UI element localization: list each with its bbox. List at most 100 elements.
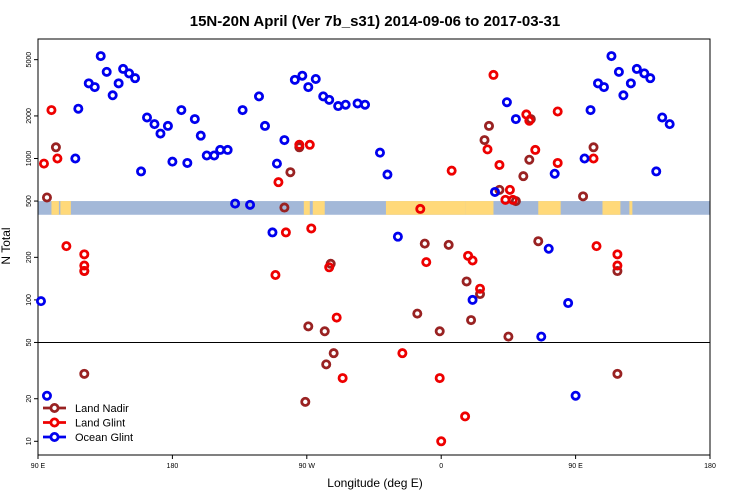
point-ocean-glint	[118, 63, 129, 74]
point-land-nadir	[612, 368, 623, 379]
point-ocean-glint	[101, 66, 112, 77]
band-land-segment	[602, 201, 621, 215]
point-ocean-glint	[182, 157, 193, 168]
y-tick-label: 100	[26, 294, 33, 306]
point-ocean-glint	[333, 101, 344, 112]
point-land-nadir	[319, 326, 330, 337]
x-tick-label: 90 E	[568, 463, 583, 470]
x-tick-label: 180	[167, 463, 179, 470]
legend-label: Ocean Glint	[75, 432, 133, 444]
point-land-nadir	[50, 142, 61, 153]
point-ocean-glint	[340, 99, 351, 110]
point-land-glint	[436, 436, 447, 447]
plot-frame	[37, 38, 711, 456]
point-land-nadir	[41, 192, 52, 203]
point-ocean-glint	[579, 153, 590, 164]
point-land-glint	[397, 348, 408, 359]
point-land-glint	[552, 157, 563, 168]
point-ocean-glint	[382, 169, 393, 180]
point-ocean-glint	[392, 231, 403, 242]
point-land-nadir	[300, 396, 311, 407]
point-land-nadir	[412, 308, 423, 319]
point-ocean-glint	[222, 144, 233, 155]
point-ocean-glint	[176, 105, 187, 116]
x-tick-label: 90 W	[299, 463, 316, 470]
point-ocean-glint	[570, 390, 581, 401]
point-ocean-glint	[124, 68, 135, 79]
point-ocean-glint	[267, 227, 278, 238]
x-axis: 90 E 180 90 W 0 90 E 180	[31, 455, 716, 470]
point-land-glint	[612, 249, 623, 260]
point-ocean-glint	[230, 198, 241, 209]
point-land-glint	[494, 159, 505, 170]
point-ocean-glint	[136, 166, 147, 177]
point-ocean-glint	[73, 103, 84, 114]
point-land-nadir	[524, 154, 535, 165]
point-ocean-glint	[70, 153, 81, 164]
point-land-nadir	[483, 120, 494, 131]
point-land-glint	[270, 269, 281, 280]
point-ocean-glint	[645, 73, 656, 84]
point-ocean-glint	[501, 97, 512, 108]
point-land-glint	[273, 177, 284, 188]
point-land-glint	[79, 266, 90, 277]
point-land-glint	[434, 373, 445, 384]
point-land-nadir	[461, 276, 472, 287]
point-land-glint	[294, 139, 305, 150]
point-ocean-glint	[162, 120, 173, 131]
point-land-glint	[460, 411, 471, 422]
point-land-nadir	[434, 326, 445, 337]
point-land-glint	[304, 139, 315, 150]
point-ocean-glint	[510, 114, 521, 125]
point-land-nadir	[612, 266, 623, 277]
x-tick-label: 180	[704, 463, 716, 470]
point-ocean-glint	[606, 51, 617, 62]
point-ocean-glint	[639, 68, 650, 79]
y-tick-label: 1000	[26, 151, 33, 167]
point-land-nadir	[503, 331, 514, 342]
point-ocean-glint	[563, 298, 574, 309]
point-land-glint	[530, 144, 541, 155]
band-land-segment	[303, 201, 310, 215]
point-land-glint	[415, 203, 426, 214]
point-ocean-glint	[113, 78, 124, 89]
legend-label: Land Nadir	[75, 403, 129, 415]
band-land-segment	[465, 201, 494, 215]
point-ocean-glint	[467, 294, 478, 305]
point-ocean-glint	[657, 112, 668, 123]
point-ocean-glint	[237, 105, 248, 116]
point-land-glint	[488, 69, 499, 80]
point-ocean-glint	[651, 166, 662, 177]
point-ocean-glint	[489, 186, 500, 197]
point-ocean-glint	[549, 168, 560, 179]
legend-marker	[49, 431, 60, 442]
point-land-glint	[324, 262, 335, 273]
point-ocean-glint	[107, 90, 118, 101]
point-ocean-glint	[598, 82, 609, 93]
point-land-glint	[421, 257, 432, 268]
point-land-nadir	[419, 238, 430, 249]
point-land-glint	[46, 105, 57, 116]
point-ocean-glint	[613, 66, 624, 77]
point-land-glint	[552, 106, 563, 117]
point-land-glint	[38, 158, 49, 169]
point-land-nadir	[321, 359, 332, 370]
y-tick-label: 500	[26, 195, 33, 207]
point-ocean-glint	[310, 73, 321, 84]
point-ocean-glint	[167, 156, 178, 167]
y-axis-title: N Total	[0, 227, 13, 264]
point-land-glint	[524, 115, 535, 126]
point-land-nadir	[303, 321, 314, 332]
point-ocean-glint	[297, 70, 308, 81]
point-ocean-glint	[142, 112, 153, 123]
point-ocean-glint	[374, 147, 385, 158]
point-ocean-glint	[271, 158, 282, 169]
point-land-nadir	[443, 239, 454, 250]
data-points	[35, 51, 675, 447]
point-land-glint	[52, 153, 63, 164]
y-tick-label: 10	[26, 437, 33, 445]
y-tick-label: 50	[26, 338, 33, 346]
chart-title: 15N-20N April (Ver 7b_s31) 2014-09-06 to…	[190, 13, 560, 30]
point-ocean-glint	[89, 82, 100, 93]
point-ocean-glint	[360, 99, 371, 110]
